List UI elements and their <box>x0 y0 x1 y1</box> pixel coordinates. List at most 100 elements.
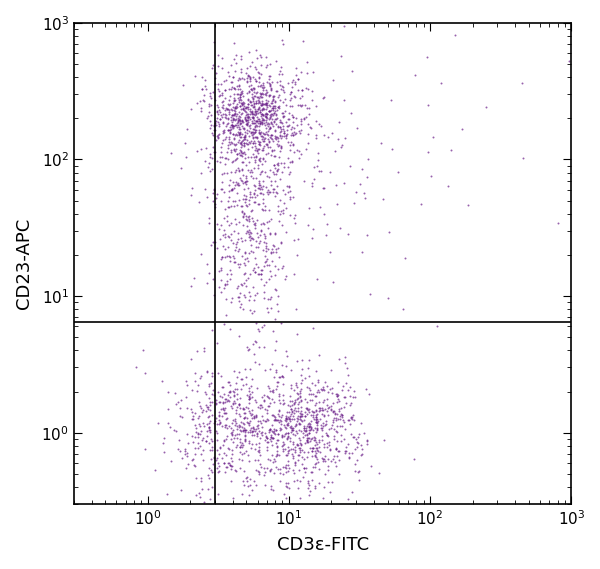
Point <box>302 144 311 153</box>
Point <box>276 419 286 428</box>
Point <box>266 80 275 89</box>
Point <box>323 477 333 486</box>
Point <box>190 274 199 283</box>
Point <box>212 427 221 436</box>
Point <box>247 410 257 419</box>
Point <box>304 428 314 438</box>
Point <box>313 162 322 171</box>
Point <box>242 77 251 86</box>
Point <box>229 93 239 102</box>
Point <box>237 489 247 498</box>
Point <box>235 116 245 125</box>
Point <box>344 452 354 461</box>
Point <box>260 405 270 414</box>
Point <box>349 415 359 424</box>
Point <box>196 477 205 486</box>
Point <box>262 446 271 455</box>
Point <box>233 120 243 129</box>
Point <box>256 70 266 79</box>
Point <box>230 120 239 129</box>
Point <box>270 101 280 110</box>
Point <box>287 158 297 167</box>
Point <box>203 405 213 414</box>
Point <box>277 424 286 433</box>
Point <box>251 318 260 327</box>
Point <box>345 391 355 401</box>
Point <box>236 427 245 436</box>
Point <box>332 462 341 471</box>
Point <box>213 61 223 71</box>
Point <box>177 454 187 463</box>
Point <box>261 124 271 133</box>
Point <box>254 97 264 106</box>
Point <box>299 472 308 481</box>
Point <box>262 171 272 180</box>
Point <box>254 468 264 477</box>
Point <box>227 122 236 131</box>
Point <box>343 371 353 380</box>
Point <box>257 159 267 168</box>
Point <box>266 131 276 140</box>
Point <box>251 118 260 127</box>
Point <box>235 133 245 142</box>
Point <box>220 127 229 137</box>
Point <box>304 103 314 112</box>
Point <box>221 154 231 163</box>
Point <box>217 63 227 72</box>
Point <box>248 134 258 143</box>
Point <box>443 182 453 191</box>
Point <box>329 424 339 434</box>
Point <box>169 425 179 434</box>
Point <box>250 254 260 263</box>
Point <box>210 148 220 157</box>
Point <box>262 414 272 423</box>
Point <box>273 201 283 211</box>
Point <box>244 132 254 141</box>
Point <box>189 460 199 469</box>
Point <box>296 392 305 401</box>
Point <box>274 464 283 473</box>
Point <box>202 426 212 435</box>
Point <box>292 250 302 259</box>
Point <box>266 484 276 493</box>
Point <box>249 85 259 94</box>
Point <box>247 143 257 152</box>
Point <box>304 406 313 415</box>
Point <box>227 120 237 129</box>
Point <box>241 110 250 119</box>
Point <box>276 118 286 127</box>
Point <box>269 92 279 101</box>
Point <box>242 119 252 128</box>
Point <box>224 72 234 81</box>
Point <box>224 137 234 146</box>
Point <box>244 81 254 90</box>
Point <box>241 139 251 148</box>
Point <box>262 140 271 149</box>
Point <box>229 184 239 193</box>
Point <box>257 167 267 176</box>
Point <box>280 128 289 137</box>
Point <box>215 443 224 452</box>
Point <box>253 242 262 251</box>
Point <box>280 162 289 171</box>
Point <box>209 147 219 156</box>
Point <box>246 229 256 238</box>
Point <box>237 439 247 448</box>
Point <box>202 402 211 411</box>
Point <box>251 127 260 136</box>
Point <box>288 465 298 475</box>
Point <box>232 379 241 388</box>
Point <box>296 440 305 449</box>
Point <box>436 79 445 88</box>
Point <box>258 111 268 120</box>
Point <box>247 423 256 432</box>
Point <box>317 424 326 433</box>
Point <box>243 228 253 237</box>
Point <box>238 101 247 110</box>
Point <box>235 112 245 121</box>
Point <box>257 115 267 124</box>
Point <box>257 402 267 411</box>
Point <box>223 444 233 453</box>
Point <box>265 113 275 122</box>
Point <box>244 212 253 221</box>
